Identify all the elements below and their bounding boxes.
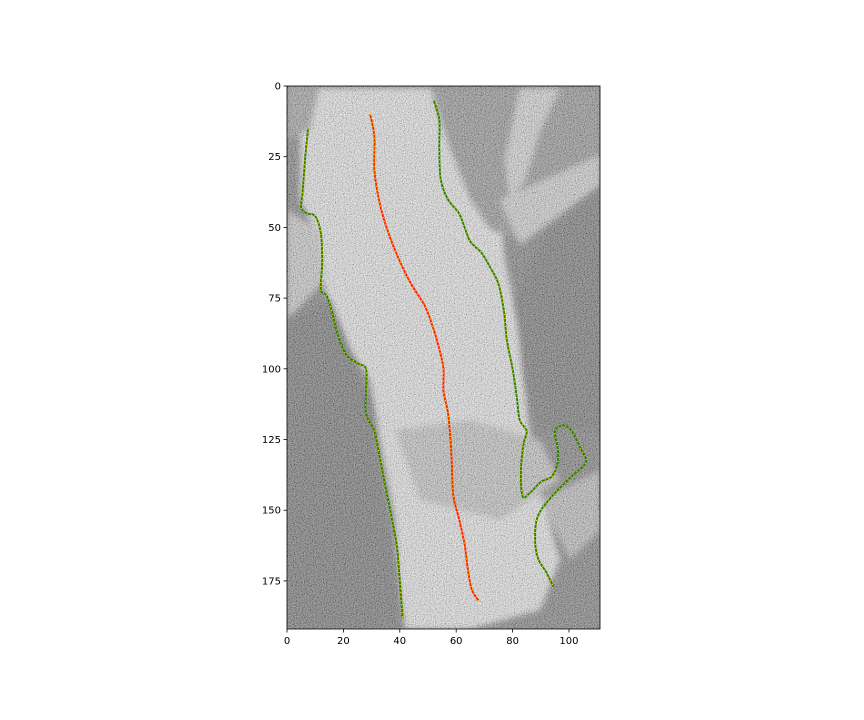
left-bank-markers (300, 128, 404, 618)
river-lines (300, 99, 588, 618)
x-tick-label: 60 (450, 636, 463, 647)
y-tick-label: 150 (262, 506, 281, 517)
x-axis: 0 20 40 60 80 100 (284, 629, 579, 647)
y-tick-label: 0 (275, 82, 281, 93)
image-background (287, 86, 600, 629)
y-tick-label: 25 (268, 152, 281, 163)
x-tick-label: 100 (559, 636, 578, 647)
y-tick-label: 50 (268, 223, 281, 234)
x-tick-label: 80 (506, 636, 519, 647)
y-tick-label: 125 (262, 435, 281, 446)
y-tick-label: 100 (262, 364, 281, 375)
right-bank-line (432, 99, 588, 588)
x-tick-label: 0 (284, 636, 290, 647)
centerline-markers (369, 114, 480, 602)
x-tick-label: 20 (337, 636, 350, 647)
y-tick-label: 175 (262, 576, 281, 587)
y-tick-label: 75 (268, 294, 281, 305)
y-axis: 0 25 50 75 100 125 150 175 (262, 82, 287, 587)
axes-frame (286, 85, 601, 630)
x-tick-label: 40 (393, 636, 406, 647)
